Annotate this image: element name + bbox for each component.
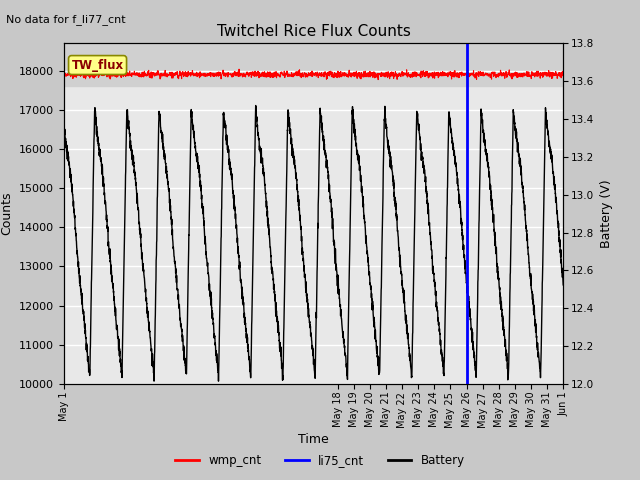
Legend: wmp_cnt, li75_cnt, Battery: wmp_cnt, li75_cnt, Battery: [170, 449, 470, 472]
Y-axis label: Counts: Counts: [1, 192, 13, 235]
X-axis label: Time: Time: [298, 433, 329, 446]
Text: No data for f_li77_cnt: No data for f_li77_cnt: [6, 14, 126, 25]
Bar: [64, 43, 563, 86]
Text: TW_flux: TW_flux: [72, 59, 124, 72]
Y-axis label: Battery (V): Battery (V): [600, 180, 612, 248]
Title: Twitchel Rice Flux Counts: Twitchel Rice Flux Counts: [217, 24, 410, 39]
